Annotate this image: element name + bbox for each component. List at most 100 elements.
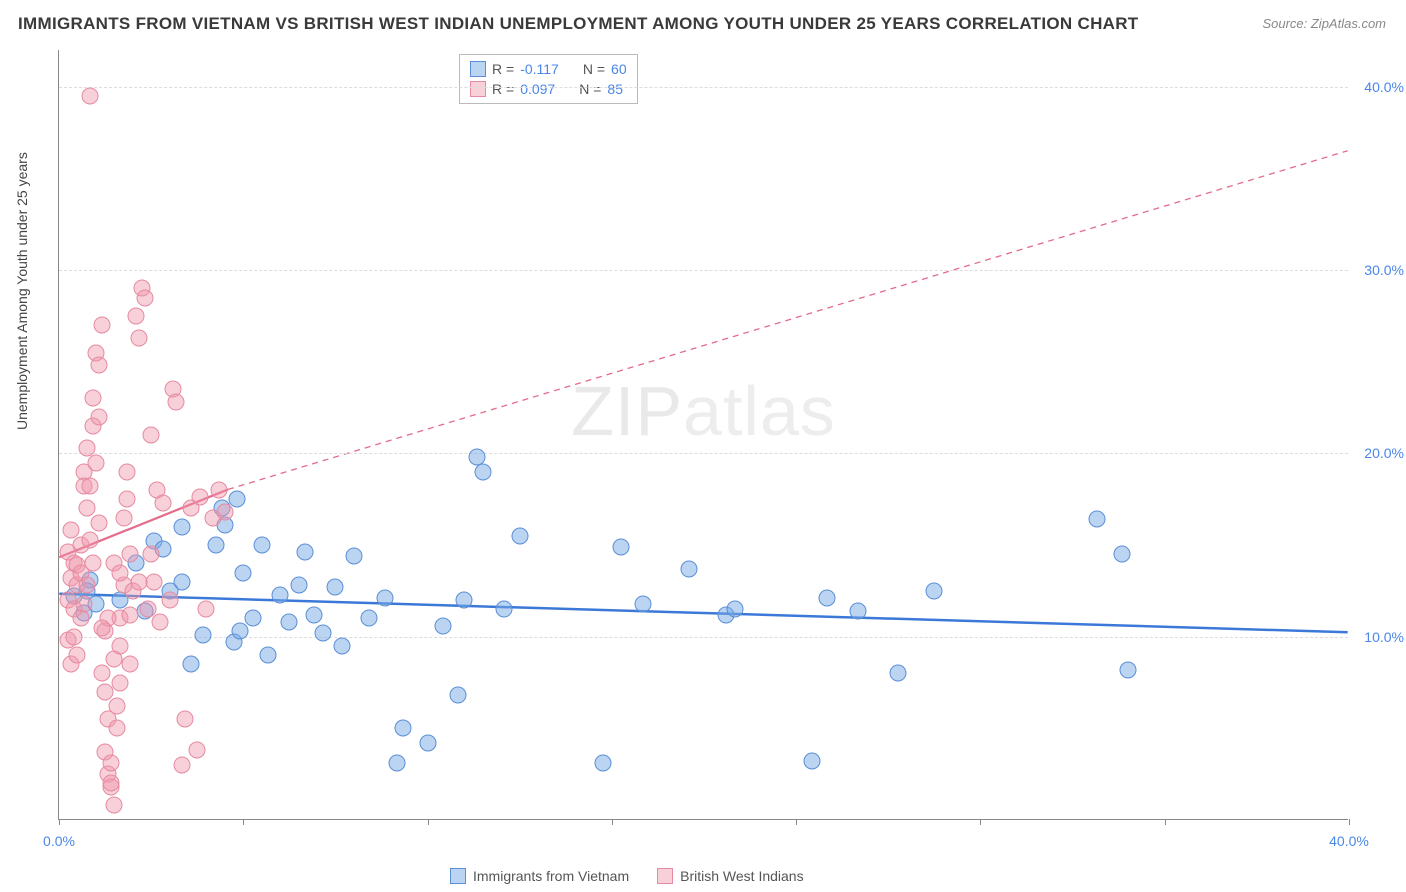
chart-title: IMMIGRANTS FROM VIETNAM VS BRITISH WEST … [18,14,1139,34]
data-point [127,307,144,324]
legend-label: Immigrants from Vietnam [473,868,629,884]
legend-swatch-pink [470,81,486,97]
data-point [1113,546,1130,563]
data-point [926,582,943,599]
n-label: N = [579,79,601,99]
x-tick [796,819,797,825]
data-point [66,628,83,645]
data-point [161,592,178,609]
data-point [121,546,138,563]
data-point [388,755,405,772]
data-point [143,546,160,563]
data-point [395,720,412,737]
data-point [253,537,270,554]
x-tick-label: 40.0% [1329,833,1369,849]
data-point [235,564,252,581]
data-point [130,329,147,346]
data-point [290,577,307,594]
data-point [155,494,172,511]
data-point [112,564,129,581]
data-point [63,522,80,539]
data-point [103,775,120,792]
legend-stats: R = -0.117 N = 60 R = 0.097 N = 85 [459,54,638,104]
data-point [121,656,138,673]
chart-plot-area: ZIPatlas R = -0.117 N = 60 R = 0.097 N =… [58,50,1348,820]
r-value: -0.117 [520,59,559,79]
data-point [173,518,190,535]
data-point [167,394,184,411]
x-tick-label: 0.0% [43,833,75,849]
data-point [361,610,378,627]
watermark: ZIPatlas [571,371,836,451]
data-point [109,720,126,737]
legend-swatch-blue [450,868,466,884]
data-point [94,665,111,682]
data-point [103,755,120,772]
x-tick [1165,819,1166,825]
data-point [634,595,651,612]
data-point [296,544,313,561]
x-tick [612,819,613,825]
data-point [849,603,866,620]
data-point [594,755,611,772]
data-point [272,586,289,603]
data-point [818,590,835,607]
gridline [59,87,1348,88]
data-point [78,577,95,594]
data-point [90,408,107,425]
regression-lines [59,50,1348,819]
x-tick [980,819,981,825]
data-point [613,538,630,555]
data-point [94,317,111,334]
data-point [195,626,212,643]
r-value: 0.097 [520,79,555,99]
r-label: R = [492,79,514,99]
data-point [281,614,298,631]
data-point [305,606,322,623]
data-point [216,504,233,521]
data-point [376,590,393,607]
data-point [112,637,129,654]
data-point [84,390,101,407]
data-point [143,427,160,444]
data-point [183,656,200,673]
gridline [59,637,1348,638]
data-point [176,711,193,728]
x-tick [428,819,429,825]
data-point [680,560,697,577]
y-tick-label: 40.0% [1354,79,1404,95]
n-value: 85 [607,79,623,99]
x-tick [59,819,60,825]
data-point [146,573,163,590]
data-point [78,500,95,517]
data-point [419,735,436,752]
legend-item: British West Indians [657,868,803,884]
data-point [72,610,89,627]
data-point [327,579,344,596]
data-point [87,454,104,471]
data-point [137,289,154,306]
data-point [173,757,190,774]
data-point [112,674,129,691]
data-point [232,623,249,640]
data-point [803,753,820,770]
data-point [189,742,206,759]
legend-stats-row: R = -0.117 N = 60 [470,59,627,79]
data-point [726,601,743,618]
data-point [90,357,107,374]
legend-series: Immigrants from Vietnam British West Ind… [450,868,804,884]
data-point [345,548,362,565]
data-point [118,463,135,480]
data-point [456,592,473,609]
data-point [152,614,169,631]
data-point [84,555,101,572]
x-tick [243,819,244,825]
data-point [81,531,98,548]
y-axis-title: Unemployment Among Youth under 25 years [14,152,30,430]
data-point [259,647,276,664]
x-tick [1349,819,1350,825]
data-point [90,515,107,532]
legend-item: Immigrants from Vietnam [450,868,629,884]
data-point [118,491,135,508]
data-point [106,797,123,814]
